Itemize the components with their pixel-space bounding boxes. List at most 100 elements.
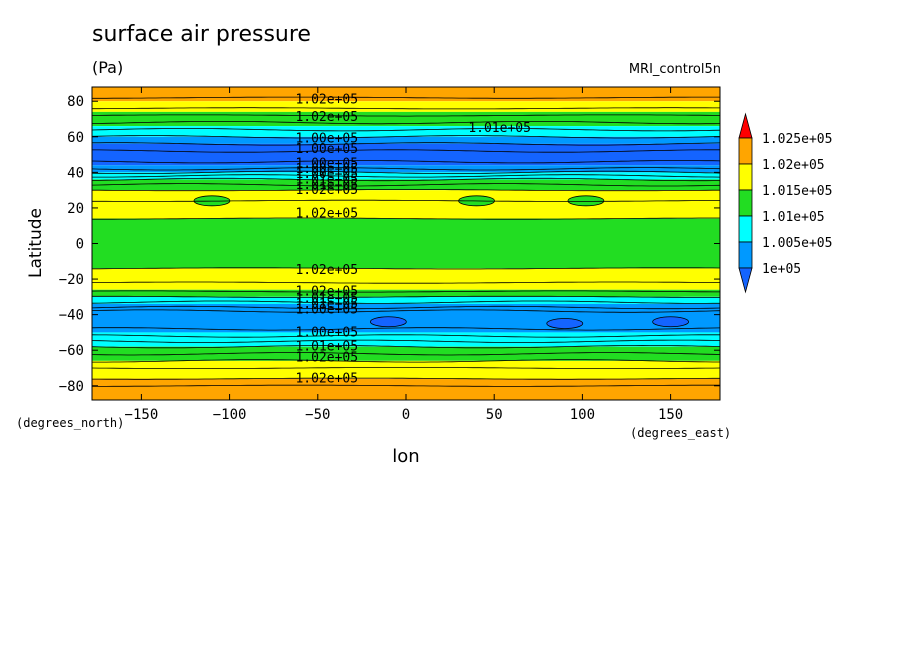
y-axis-units: (degrees_north) (16, 416, 125, 430)
closed-contour-2 (567, 195, 605, 207)
colorbar-label-2: 1.015e+05 (762, 184, 832, 199)
colorbar-box-0 (738, 137, 753, 165)
contour-band-15 (92, 332, 720, 347)
contour-line-12 (91, 177, 720, 182)
contour-label-15: 1.01e+05 (295, 297, 358, 312)
x-tick-label-0: −150 (125, 407, 159, 423)
y-axis: −80 −60 −40 −20 0 20 40 60 80 (59, 94, 720, 395)
colorbar-label-1: 1.02e+05 (762, 158, 825, 173)
contour-band-11 (92, 268, 720, 290)
contour-label-2: 1.01e+05 (468, 121, 531, 136)
contour-label-18: 1.01e+05 (295, 340, 358, 355)
colorbar-bottom-arrow (738, 267, 753, 294)
contour-line-20 (92, 295, 721, 298)
x-axis-label: lon (392, 446, 420, 467)
contour-line-layer (91, 96, 721, 387)
y-tick-label-5: 20 (67, 201, 84, 217)
contour-line-18 (91, 281, 721, 284)
colorbar-box-4 (738, 241, 753, 269)
contour-label-1: 1.02e+05 (295, 110, 358, 125)
contour-line-4 (91, 128, 721, 132)
contour-line-11 (92, 174, 721, 178)
contour-line-15 (92, 199, 721, 202)
contour-line-30 (91, 367, 721, 369)
closed-contour-3 (369, 316, 407, 328)
contour-label-6: 1.00e+05 (295, 162, 358, 177)
contour-line-22 (91, 305, 721, 310)
chart-title: surface air pressure (92, 22, 311, 47)
y-tick-label-0: −80 (59, 379, 84, 395)
contour-label-13: 1.02e+05 (295, 285, 358, 300)
colorbar-box-2 (738, 189, 753, 217)
contour-line-25 (91, 334, 720, 338)
contour-line-6 (92, 142, 721, 146)
contour-band-0 (92, 87, 720, 102)
contour-band-7 (92, 172, 720, 180)
contour-line-31 (92, 377, 720, 380)
contour-line-16 (92, 217, 720, 220)
contour-label-0: 1.02e+05 (295, 92, 358, 107)
contour-label-4: 1.00e+05 (295, 142, 358, 157)
contour-band-17 (92, 360, 720, 379)
x-axis-units: (degrees_east) (630, 426, 732, 440)
model-name: MRI_control5n (628, 62, 721, 77)
contour-line-2 (92, 114, 720, 117)
y-tick-label-2: −40 (59, 308, 84, 324)
y-tick-label-4: 0 (76, 237, 84, 253)
colorbar-label-4: 1.005e+05 (762, 236, 832, 251)
contour-band-12 (92, 289, 720, 297)
contour-label-10: 1.02e+05 (295, 183, 358, 198)
y-tick-label-7: 60 (67, 130, 84, 146)
contour-label-9: 1.01e+05 (295, 178, 358, 193)
contour-band-18 (92, 378, 720, 400)
colorbar-box-1 (738, 163, 753, 191)
colorbar-box-3 (738, 215, 753, 243)
contour-line-27 (91, 344, 721, 349)
contour-line-13 (91, 183, 721, 187)
contour-label-14: 1.01e+05 (295, 292, 358, 307)
contour-label-3: 1.00e+05 (295, 132, 358, 147)
colorbar-top-arrow (738, 112, 753, 139)
contour-label-19: 1.02e+05 (295, 350, 358, 365)
contour-band-5 (92, 143, 720, 166)
contour-band-16 (92, 346, 720, 361)
contour-label-20: 1.02e+05 (295, 372, 358, 387)
contour-band-9 (92, 190, 720, 219)
contour-line-23 (91, 309, 721, 313)
contour-line-10 (91, 170, 721, 174)
colorbar-legend: 1.025e+05 1.02e+05 1.015e+05 1.01e+05 1.005e… (738, 112, 832, 294)
contour-line-0 (92, 96, 720, 99)
closed-contour-5 (652, 316, 690, 328)
contour-line-26 (91, 339, 721, 343)
contour-line-14 (92, 189, 720, 192)
y-tick-label-6: 40 (67, 165, 84, 181)
contour-line-19 (91, 290, 720, 293)
y-tick-label-8: 80 (67, 94, 84, 110)
contour-band-3 (92, 126, 720, 137)
contour-band-13 (92, 296, 720, 304)
x-tick-label-5: 100 (570, 407, 595, 423)
colorbar-label-3: 1.01e+05 (762, 210, 825, 225)
contour-fill-layer (92, 87, 720, 400)
contour-line-17 (92, 267, 721, 270)
contour-label-8: 1.01e+05 (295, 172, 358, 187)
contour-label-11: 1.02e+05 (295, 206, 358, 221)
contour-band-2 (92, 111, 720, 127)
closed-contour-4 (546, 318, 584, 329)
contour-line-7 (92, 149, 720, 153)
chart-units: (Pa) (92, 58, 124, 77)
contour-label-16: 1.00e+05 (295, 302, 358, 317)
x-tick-label-6: 150 (658, 407, 683, 423)
contour-line-28 (91, 352, 721, 356)
contour-line-1 (92, 107, 720, 110)
y-tick-label-1: −60 (59, 343, 84, 359)
contour-line-24 (91, 327, 721, 331)
contour-label-17: 1.00e+05 (295, 325, 358, 340)
contour-band-1 (92, 101, 720, 112)
contour-line-29 (92, 359, 720, 363)
y-axis-label: Latitude (26, 208, 46, 278)
contour-label-12: 1.02e+05 (295, 263, 358, 278)
contour-label-7: 1.00e+05 (295, 167, 358, 182)
contour-line-9 (91, 167, 721, 171)
